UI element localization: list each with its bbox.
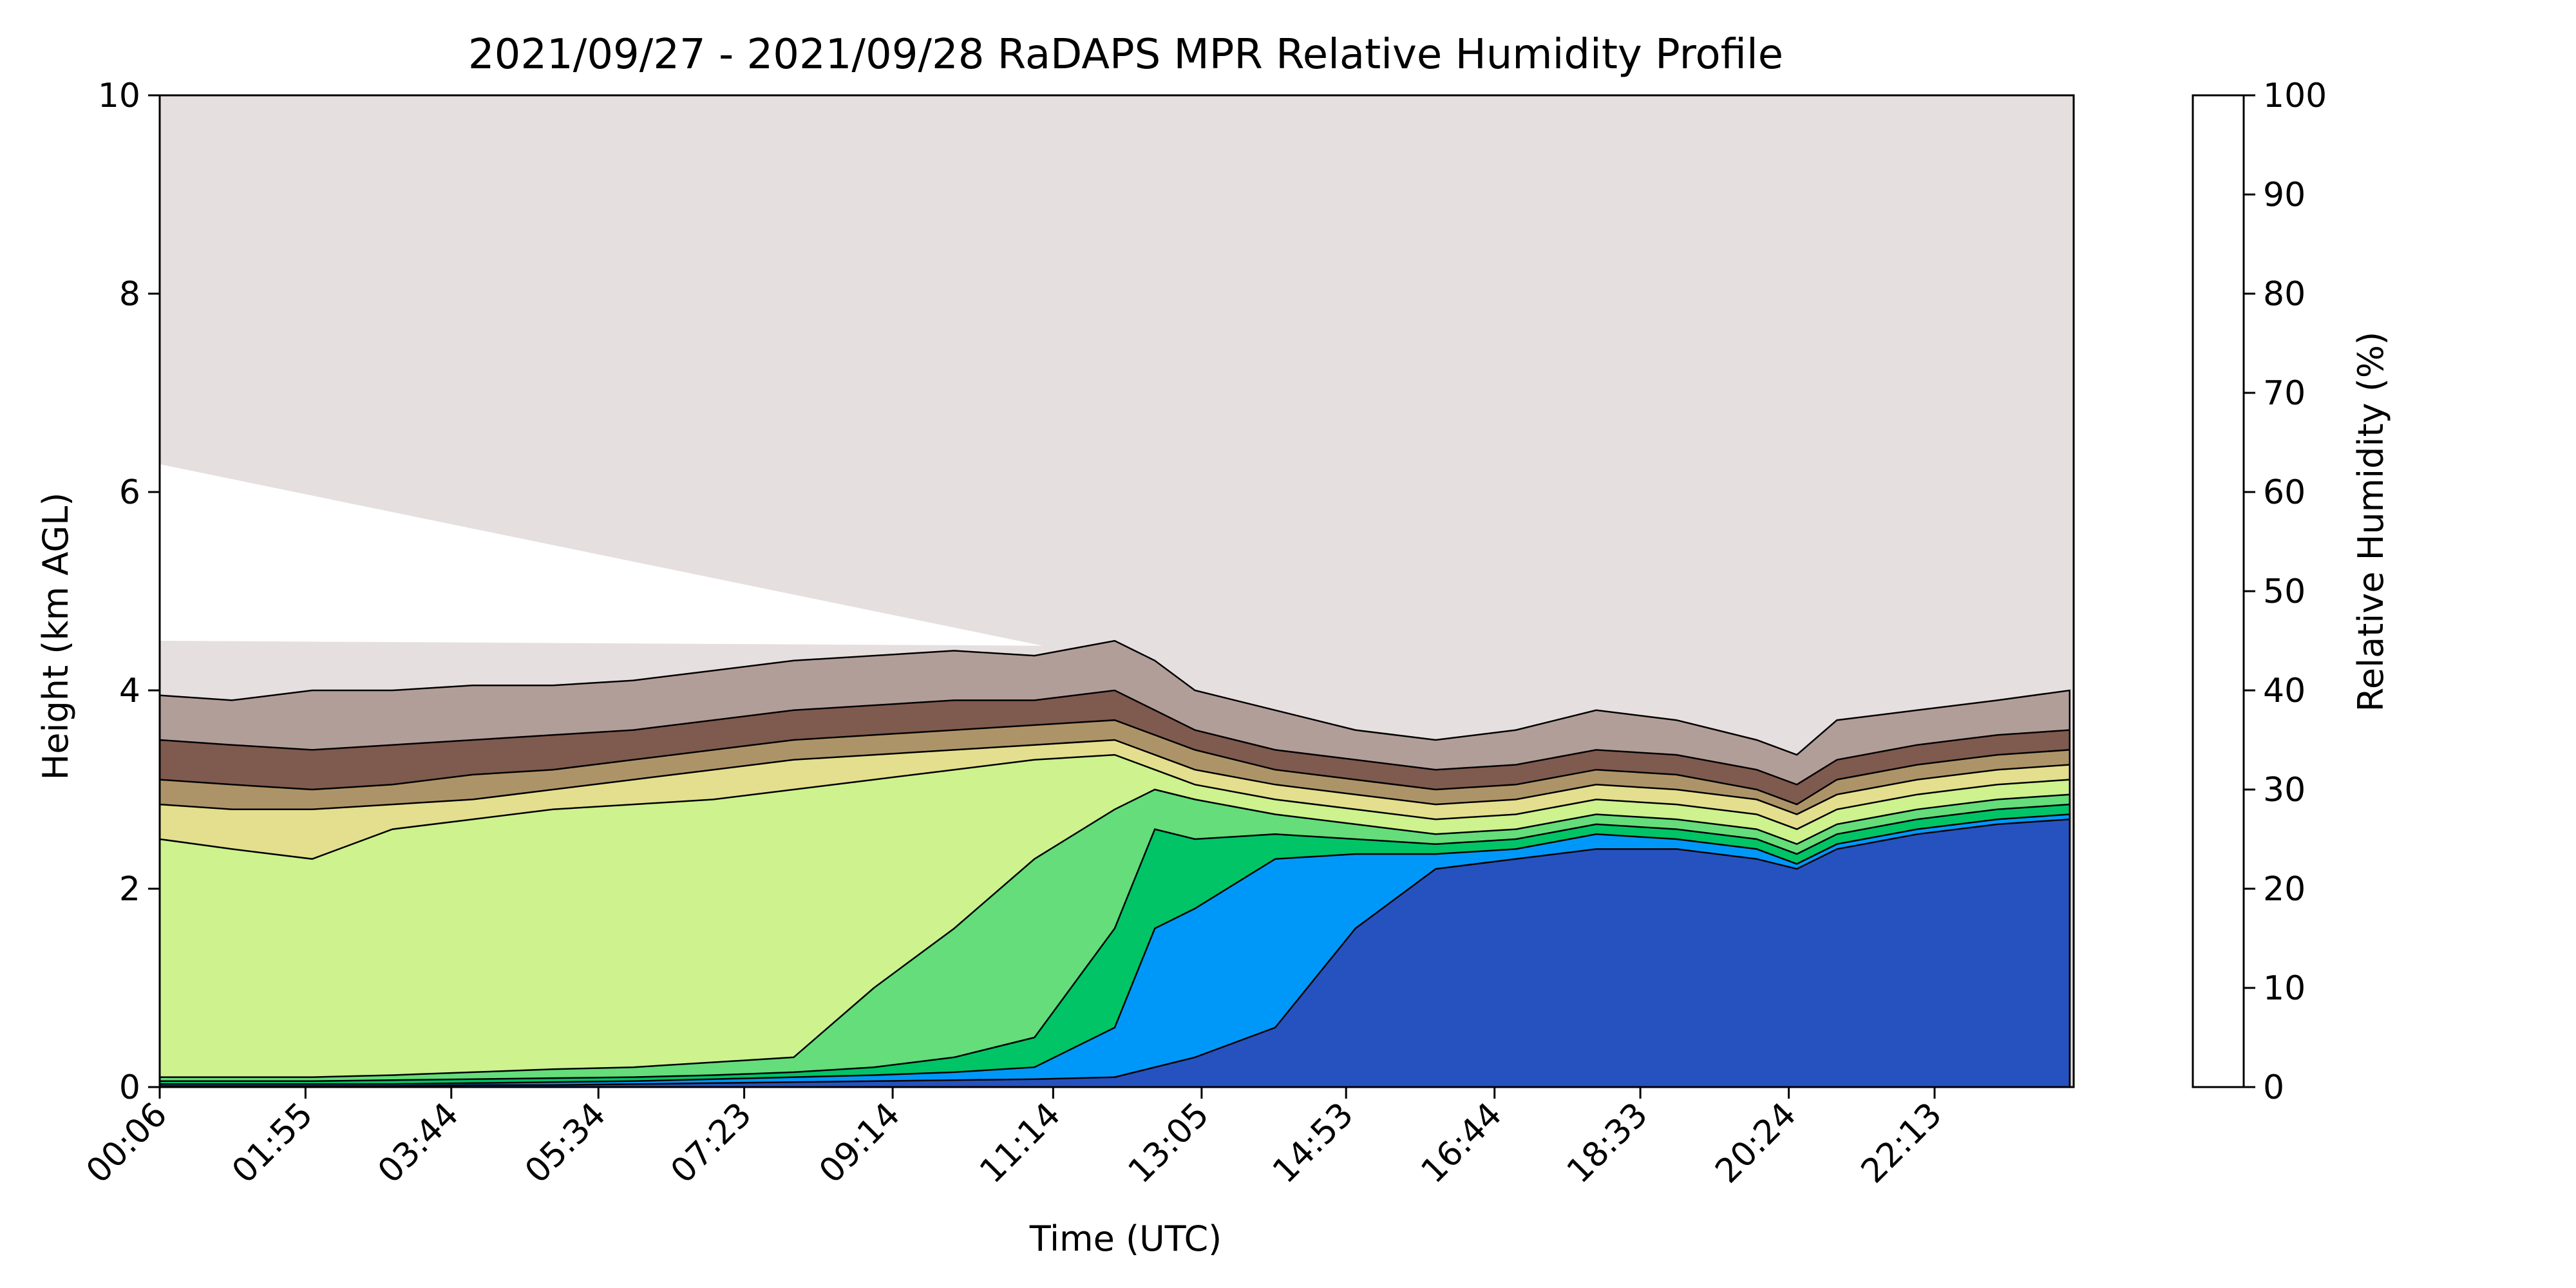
colorbar-frame: [2192, 94, 2245, 1088]
x-tick-label: 14:53: [1265, 1095, 1361, 1191]
colorbar-tick-label: 80: [2263, 275, 2306, 314]
x-axis: 00:06 01:55 03:44 05:34 07:23 09:14 11:14 13:05…: [79, 1087, 1949, 1191]
colorbar-label: Relative Humidity (%): [2351, 332, 2391, 712]
colorbar-tick-label: 100: [2263, 77, 2327, 115]
x-tick-label: 16:44: [1414, 1095, 1509, 1191]
x-tick-label: 01:55: [225, 1095, 320, 1191]
x-tick-label: 18:33: [1560, 1095, 1655, 1191]
x-axis-label: Time (UTC): [1029, 1218, 1222, 1259]
colorbar-tick-label: 90: [2263, 176, 2306, 214]
plot-frame: [158, 94, 2075, 1088]
chart-title: 2021/09/27 - 2021/09/28 RaDAPS MPR Relat…: [468, 31, 1783, 79]
colorbar-tick-label: 20: [2263, 870, 2306, 909]
x-tick-label: 22:13: [1854, 1095, 1949, 1191]
y-tick-label: 6: [119, 473, 140, 512]
colorbar-tick-label: 30: [2263, 771, 2306, 810]
y-tick-label: 0: [119, 1068, 140, 1107]
x-tick-label: 05:34: [518, 1095, 613, 1191]
y-tick-label: 2: [119, 870, 140, 909]
x-tick-label: 03:44: [371, 1095, 466, 1191]
rh-band-90-100: [158, 818, 2071, 1088]
y-axis: 0 2 4 6 8 10: [98, 77, 160, 1107]
y-tick-label: 8: [119, 275, 140, 314]
plot-area: [158, 94, 2075, 1088]
x-tick-label: 11:14: [972, 1095, 1068, 1191]
colorbar-tick-label: 0: [2263, 1068, 2284, 1107]
colorbar-tick-label: 40: [2263, 672, 2306, 710]
colorbar-tick-label: 50: [2263, 573, 2306, 611]
x-tick-label: 09:14: [812, 1095, 907, 1191]
y-tick-label: 4: [119, 672, 140, 710]
x-tick-label: 00:06: [79, 1095, 175, 1191]
colorbar: 0 10 20 30 40 50 60 70 80 90 100: [2192, 77, 2327, 1107]
y-tick-label: 10: [98, 77, 140, 115]
colorbar-tick-label: 10: [2263, 969, 2306, 1008]
colorbar-tick-label: 70: [2263, 374, 2306, 413]
no-data-region: [160, 464, 1043, 646]
y-axis-label: Height (km AGL): [35, 493, 76, 781]
x-tick-label: 13:05: [1121, 1095, 1217, 1191]
x-tick-label: 20:24: [1708, 1095, 1803, 1191]
x-tick-label: 07:23: [663, 1095, 759, 1191]
colorbar-tick-label: 60: [2263, 473, 2306, 512]
